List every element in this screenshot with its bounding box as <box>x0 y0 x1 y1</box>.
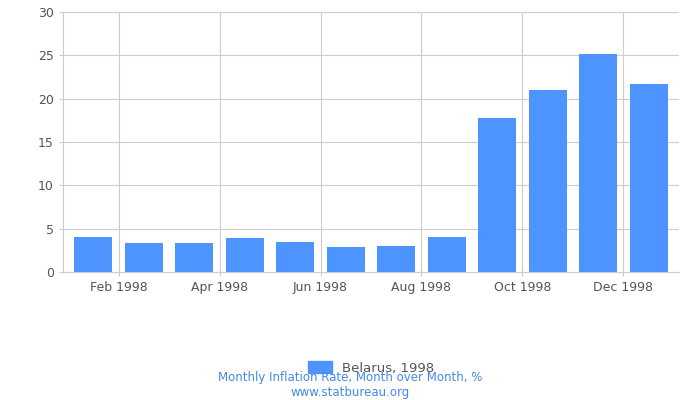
Bar <box>580 54 617 272</box>
Bar <box>175 242 214 272</box>
Text: www.statbureau.org: www.statbureau.org <box>290 386 410 399</box>
Bar <box>478 118 516 272</box>
Bar <box>125 243 162 272</box>
Bar <box>377 246 415 272</box>
Text: Monthly Inflation Rate, Month over Month, %: Monthly Inflation Rate, Month over Month… <box>218 372 482 384</box>
Bar <box>630 84 668 272</box>
Bar <box>226 238 264 272</box>
Bar <box>276 242 314 272</box>
Bar <box>327 247 365 272</box>
Bar <box>74 237 112 272</box>
Bar <box>428 237 466 272</box>
Legend: Belarus, 1998: Belarus, 1998 <box>308 361 434 375</box>
Bar <box>528 90 567 272</box>
